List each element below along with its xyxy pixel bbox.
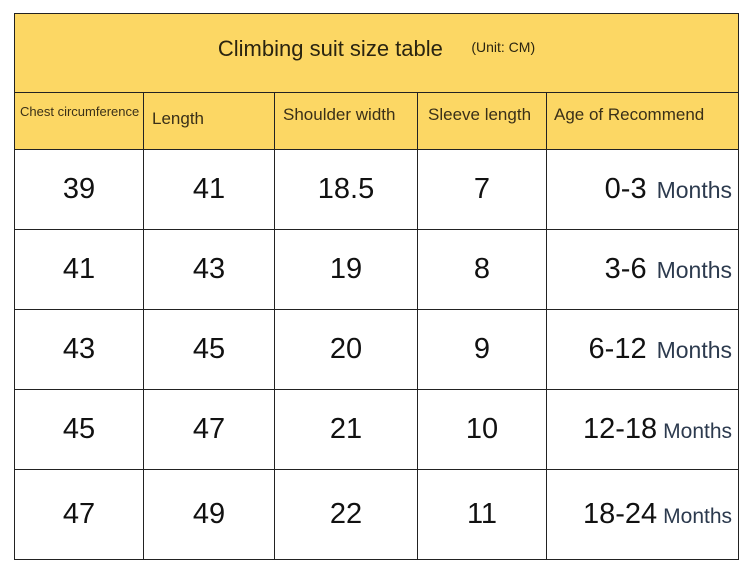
table-row: 47 49 22 11 18-24 Months (14, 469, 740, 560)
title-row: Climbing suit size table (Unit: CM) (13, 13, 740, 93)
cell-age: 6-12 Months (545, 309, 740, 390)
header-chest: Chest circumference (14, 92, 144, 150)
cell-age: 0-3 Months (545, 149, 740, 230)
cell-shoulder: 22 (274, 469, 418, 560)
header-sleeve: Sleeve length (417, 92, 547, 150)
age-unit: Months (656, 177, 733, 203)
header-age: Age of Recommend (545, 92, 740, 150)
cell-shoulder: 18.5 (274, 149, 418, 230)
cell-length: 41 (143, 149, 275, 230)
age-range: 3-6 (604, 253, 647, 285)
cell-chest: 47 (14, 469, 144, 560)
cell-age: 18-24 Months (545, 469, 740, 560)
table-row: 41 43 19 8 3-6 Months (14, 229, 740, 310)
cell-sleeve: 11 (417, 469, 547, 560)
header-row: Chest circumference Length Shoulder widt… (14, 92, 740, 150)
age-unit: Months (656, 337, 733, 363)
cell-sleeve: 9 (417, 309, 547, 390)
age-range: 12-18 (582, 413, 658, 445)
cell-sleeve: 10 (417, 389, 547, 470)
table-row: 45 47 21 10 12-18 Months (14, 389, 740, 470)
cell-chest: 43 (14, 309, 144, 390)
cell-chest: 41 (14, 229, 144, 310)
cell-sleeve: 7 (417, 149, 547, 230)
cell-shoulder: 19 (274, 229, 418, 310)
unit-label: (Unit: CM) (471, 39, 536, 55)
cell-length: 45 (143, 309, 275, 390)
cell-length: 43 (143, 229, 275, 310)
cell-length: 49 (143, 469, 275, 560)
age-unit: Months (656, 257, 733, 283)
cell-age: 3-6 Months (545, 229, 740, 310)
age-range: 6-12 (588, 333, 647, 365)
cell-shoulder: 21 (274, 389, 418, 470)
cell-length: 47 (143, 389, 275, 470)
table-row: 39 41 18.5 7 0-3 Months (14, 149, 740, 230)
age-range: 18-24 (582, 498, 658, 530)
cell-chest: 45 (14, 389, 144, 470)
cell-age: 12-18 Months (545, 389, 740, 470)
age-range: 0-3 (604, 173, 647, 205)
cell-sleeve: 8 (417, 229, 547, 310)
age-unit: Months (663, 420, 733, 443)
cell-chest: 39 (14, 149, 144, 230)
size-table: Climbing suit size table (Unit: CM) Ches… (13, 13, 740, 560)
header-length: Length (143, 92, 275, 150)
table-row: 43 45 20 9 6-12 Months (14, 309, 740, 390)
header-shoulder: Shoulder width (274, 92, 418, 150)
age-unit: Months (663, 505, 733, 528)
cell-shoulder: 20 (274, 309, 418, 390)
table-title: Climbing suit size table (217, 36, 443, 61)
